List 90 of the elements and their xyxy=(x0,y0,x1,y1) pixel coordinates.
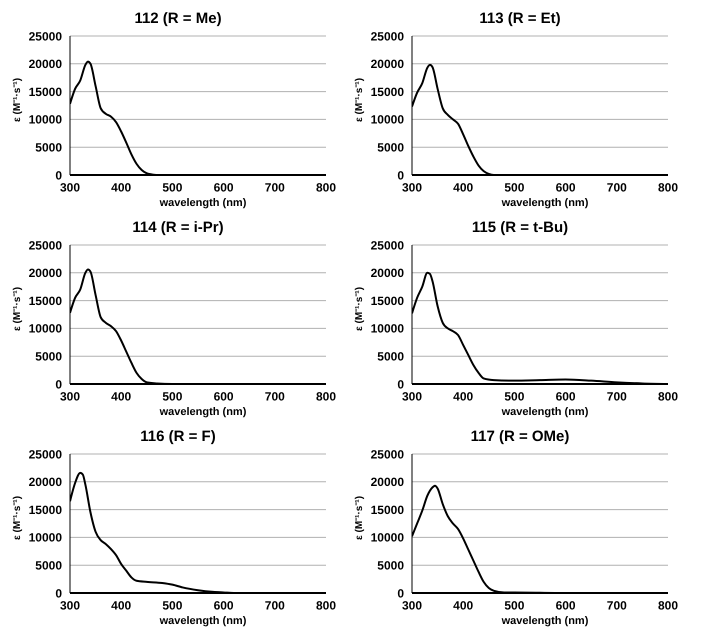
x-tick-label: 300 xyxy=(402,598,422,613)
x-tick-label: 300 xyxy=(402,180,422,195)
y-tick-label: 25000 xyxy=(370,29,404,44)
y-tick-label: 15000 xyxy=(370,502,404,517)
y-tick-label: 20000 xyxy=(28,57,62,72)
y-tick-label: 0 xyxy=(397,168,404,182)
y-tick-label: 10000 xyxy=(28,322,62,336)
x-tick-label: 600 xyxy=(214,390,234,404)
y-tick-label: 15000 xyxy=(28,84,62,99)
x-axis-title: wavelength (nm) xyxy=(500,196,590,211)
y-tick-label: 0 xyxy=(397,377,404,392)
x-tick-label: 500 xyxy=(504,180,525,195)
y-axis-title: ε (M⁻¹·s⁻¹) xyxy=(353,286,366,332)
x-tick-label: 400 xyxy=(453,180,474,195)
x-axis-title: wavelength (nm) xyxy=(500,405,590,420)
x-tick-label: 400 xyxy=(111,390,132,404)
y-tick-label: 20000 xyxy=(28,475,62,490)
y-tick-label: 10000 xyxy=(28,112,62,127)
x-tick-label: 400 xyxy=(111,180,132,195)
x-tick-label: 500 xyxy=(162,598,183,613)
x-tick-label: 800 xyxy=(316,180,336,195)
y-tick-label: 25000 xyxy=(370,447,404,462)
y-tick-label: 10000 xyxy=(28,530,62,545)
y-tick-label: 25000 xyxy=(370,238,404,252)
y-tick-label: 15000 xyxy=(370,84,404,99)
y-tick-label: 15000 xyxy=(28,294,62,308)
chart-title: 116 (R = F) xyxy=(139,427,217,447)
x-tick-label: 700 xyxy=(264,598,286,613)
x-axis-title: wavelength (nm) xyxy=(500,614,590,629)
x-tick-label: 300 xyxy=(60,180,80,195)
y-axis-title: ε (M⁻¹·s⁻¹) xyxy=(11,496,24,540)
x-tick-label: 500 xyxy=(162,180,183,195)
y-tick-label: 5000 xyxy=(35,558,62,572)
y-tick-label: 15000 xyxy=(370,294,404,308)
y-tick-label: 25000 xyxy=(28,29,62,44)
chart-title: 115 (R = t-Bu) xyxy=(470,218,570,238)
y-tick-label: 20000 xyxy=(370,475,404,490)
x-tick-label: 500 xyxy=(504,598,525,613)
y-axis-title: ε (M⁻¹·s⁻¹) xyxy=(11,286,24,332)
chart-title: 114 (R = i-Pr) xyxy=(131,218,225,238)
x-axis-title: wavelength (nm) xyxy=(158,196,248,211)
x-tick-label: 600 xyxy=(214,180,234,195)
x-tick-label: 400 xyxy=(453,390,474,404)
y-tick-label: 0 xyxy=(55,168,62,182)
x-tick-label: 700 xyxy=(264,390,286,404)
x-tick-label: 700 xyxy=(606,180,628,195)
y-tick-label: 5000 xyxy=(35,140,62,154)
y-tick-label: 25000 xyxy=(28,238,62,252)
y-tick-label: 15000 xyxy=(28,502,62,517)
x-axis-title: wavelength (nm) xyxy=(158,405,248,420)
x-tick-label: 800 xyxy=(658,598,678,613)
x-tick-label: 300 xyxy=(402,390,422,404)
y-tick-label: 10000 xyxy=(370,530,404,545)
y-tick-label: 10000 xyxy=(370,112,404,127)
y-tick-label: 5000 xyxy=(377,349,404,364)
x-tick-label: 300 xyxy=(60,390,80,404)
y-tick-label: 20000 xyxy=(28,266,62,280)
x-tick-label: 800 xyxy=(658,180,678,195)
x-tick-label: 600 xyxy=(556,390,576,404)
x-tick-label: 400 xyxy=(111,598,132,613)
x-tick-label: 800 xyxy=(658,390,678,404)
y-axis-title: ε (M⁻¹·s⁻¹) xyxy=(11,78,24,122)
chart-title: 112 (R = Me) xyxy=(133,9,223,29)
x-axis-title: wavelength (nm) xyxy=(158,614,248,629)
y-tick-label: 20000 xyxy=(370,57,404,72)
x-tick-label: 700 xyxy=(606,598,628,613)
x-tick-label: 500 xyxy=(162,390,183,404)
x-tick-label: 600 xyxy=(214,598,234,613)
x-tick-label: 400 xyxy=(453,598,474,613)
x-tick-label: 600 xyxy=(556,180,576,195)
y-tick-label: 10000 xyxy=(370,322,404,336)
y-tick-label: 25000 xyxy=(28,447,62,462)
x-tick-label: 700 xyxy=(264,180,286,195)
y-tick-label: 0 xyxy=(397,586,404,600)
x-tick-label: 500 xyxy=(504,390,525,404)
x-tick-label: 700 xyxy=(606,390,628,404)
y-tick-label: 0 xyxy=(55,586,62,600)
x-tick-label: 800 xyxy=(316,598,336,613)
chart-title: 117 (R = OMe) xyxy=(470,427,570,447)
y-tick-label: 0 xyxy=(55,377,62,392)
y-tick-label: 5000 xyxy=(377,558,404,572)
y-axis-title: ε (M⁻¹·s⁻¹) xyxy=(353,496,366,540)
y-tick-label: 20000 xyxy=(370,266,404,280)
y-tick-label: 5000 xyxy=(377,140,404,154)
chart-title: 113 (R = Et) xyxy=(478,9,562,29)
x-tick-label: 600 xyxy=(556,598,576,613)
x-tick-label: 800 xyxy=(316,390,336,404)
y-axis-title: ε (M⁻¹·s⁻¹) xyxy=(353,78,366,122)
y-tick-label: 5000 xyxy=(35,349,62,364)
x-tick-label: 300 xyxy=(60,598,80,613)
